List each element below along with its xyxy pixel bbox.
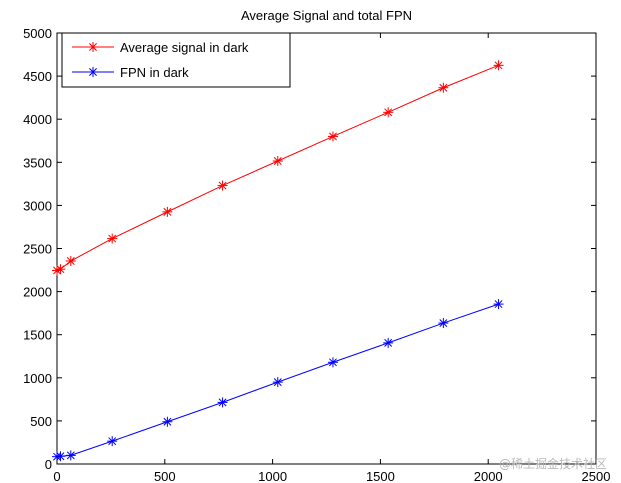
x-tick-label: 2000 [474,469,503,483]
y-tick-label: 500 [30,414,52,429]
legend-label: FPN in dark [120,65,189,80]
data-point [383,107,394,118]
y-tick-label: 5000 [23,26,52,41]
plot-frame [56,32,597,465]
data-point [55,451,66,462]
y-tick-label: 4000 [23,112,52,127]
data-point [217,397,228,408]
data-point [107,436,118,447]
data-point [493,299,504,310]
watermark: @稀土掘金技术社区 [499,456,607,471]
y-tick-label: 0 [45,457,52,472]
y-tick-label: 2000 [23,285,52,300]
x-tick-label: 1000 [258,469,287,483]
y-tick-label: 1000 [23,371,52,386]
data-point [438,318,449,329]
legend: Average signal in dark FPN in dark [61,32,291,88]
data-point [383,337,394,348]
data-point [327,131,338,142]
y-tick-label: 3500 [23,155,52,170]
legend-label: Average signal in dark [120,40,249,55]
data-point [65,450,76,461]
legend-box [61,32,291,88]
legend-marker [88,67,98,77]
y-tick-label: 2500 [23,242,52,257]
y-tick-label: 1500 [23,328,52,343]
chart-title: Average Signal and total FPN [241,8,412,23]
series-layer [52,60,504,462]
data-point [65,255,76,266]
y-tick-label: 4500 [23,69,52,84]
data-point [438,82,449,93]
x-tick-label: 1500 [366,469,395,483]
x-tick-label: 500 [154,469,176,483]
data-point [55,264,66,275]
plot-area [56,32,597,465]
data-point [217,180,228,191]
legend-entry: Average signal in dark [72,40,249,55]
y-tick-label: 3000 [23,198,52,213]
legend-entry: FPN in dark [72,65,189,80]
data-point [493,60,504,71]
data-point [272,156,283,167]
axes: 0 500 1000 1500 2000 2500 0 500 1000 1500 2000 2500… [23,26,610,483]
data-point [162,416,173,427]
data-point [327,357,338,368]
x-tick-label: 0 [53,469,60,483]
data-point [162,206,173,217]
data-point [107,233,118,244]
x-tick-label: 2500 [582,469,611,483]
data-point [272,377,283,388]
legend-marker [88,42,98,52]
